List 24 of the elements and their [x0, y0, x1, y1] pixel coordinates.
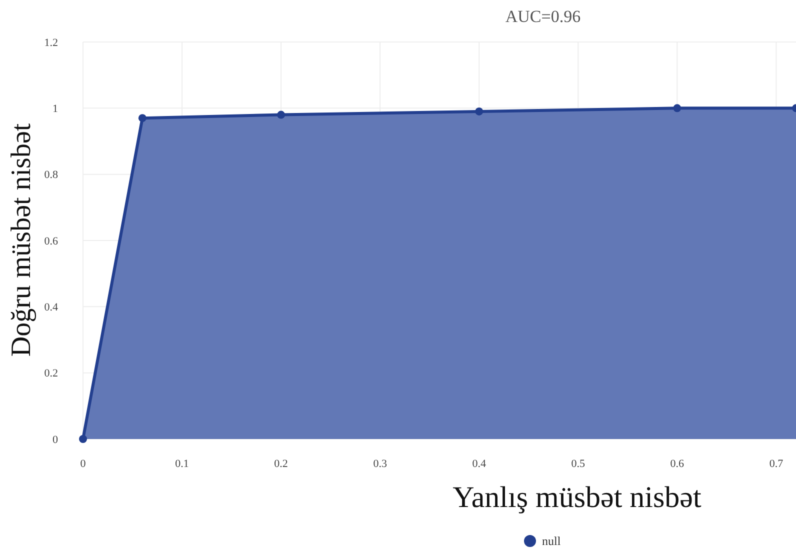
- x-tick-label: 0.7: [769, 458, 784, 470]
- y-axis-title: Doğru müsbət nisbət: [6, 123, 37, 357]
- y-tick-label: 1: [52, 103, 58, 116]
- y-tick-label: 0.8: [44, 169, 58, 182]
- y-tick-label: 0.2: [44, 368, 58, 380]
- y-tick-label: 0.6: [44, 235, 58, 248]
- x-tick-label: 0.2: [274, 458, 288, 470]
- point: [79, 435, 87, 443]
- point: [138, 114, 146, 122]
- point: [673, 104, 682, 112]
- x-tick-label: 0.4: [472, 458, 486, 470]
- x-axis-title: Yanlış müsbət nisbət: [452, 481, 702, 514]
- chart-title: AUC=0.96: [505, 7, 581, 26]
- x-tick-label: 0: [80, 458, 86, 470]
- y-tick-label: 0.4: [44, 302, 58, 314]
- x-tick-label: 0.1: [175, 458, 189, 470]
- point: [475, 107, 484, 116]
- x-tick-label: 0.6: [670, 458, 685, 470]
- y-tick-label: 1.2: [44, 36, 58, 49]
- y-tick-label: 0: [52, 434, 58, 446]
- x-tick-label: 0.3: [373, 458, 388, 470]
- point: [277, 110, 286, 119]
- legend-label: null: [542, 534, 562, 548]
- x-tick-label: 0.5: [571, 458, 586, 470]
